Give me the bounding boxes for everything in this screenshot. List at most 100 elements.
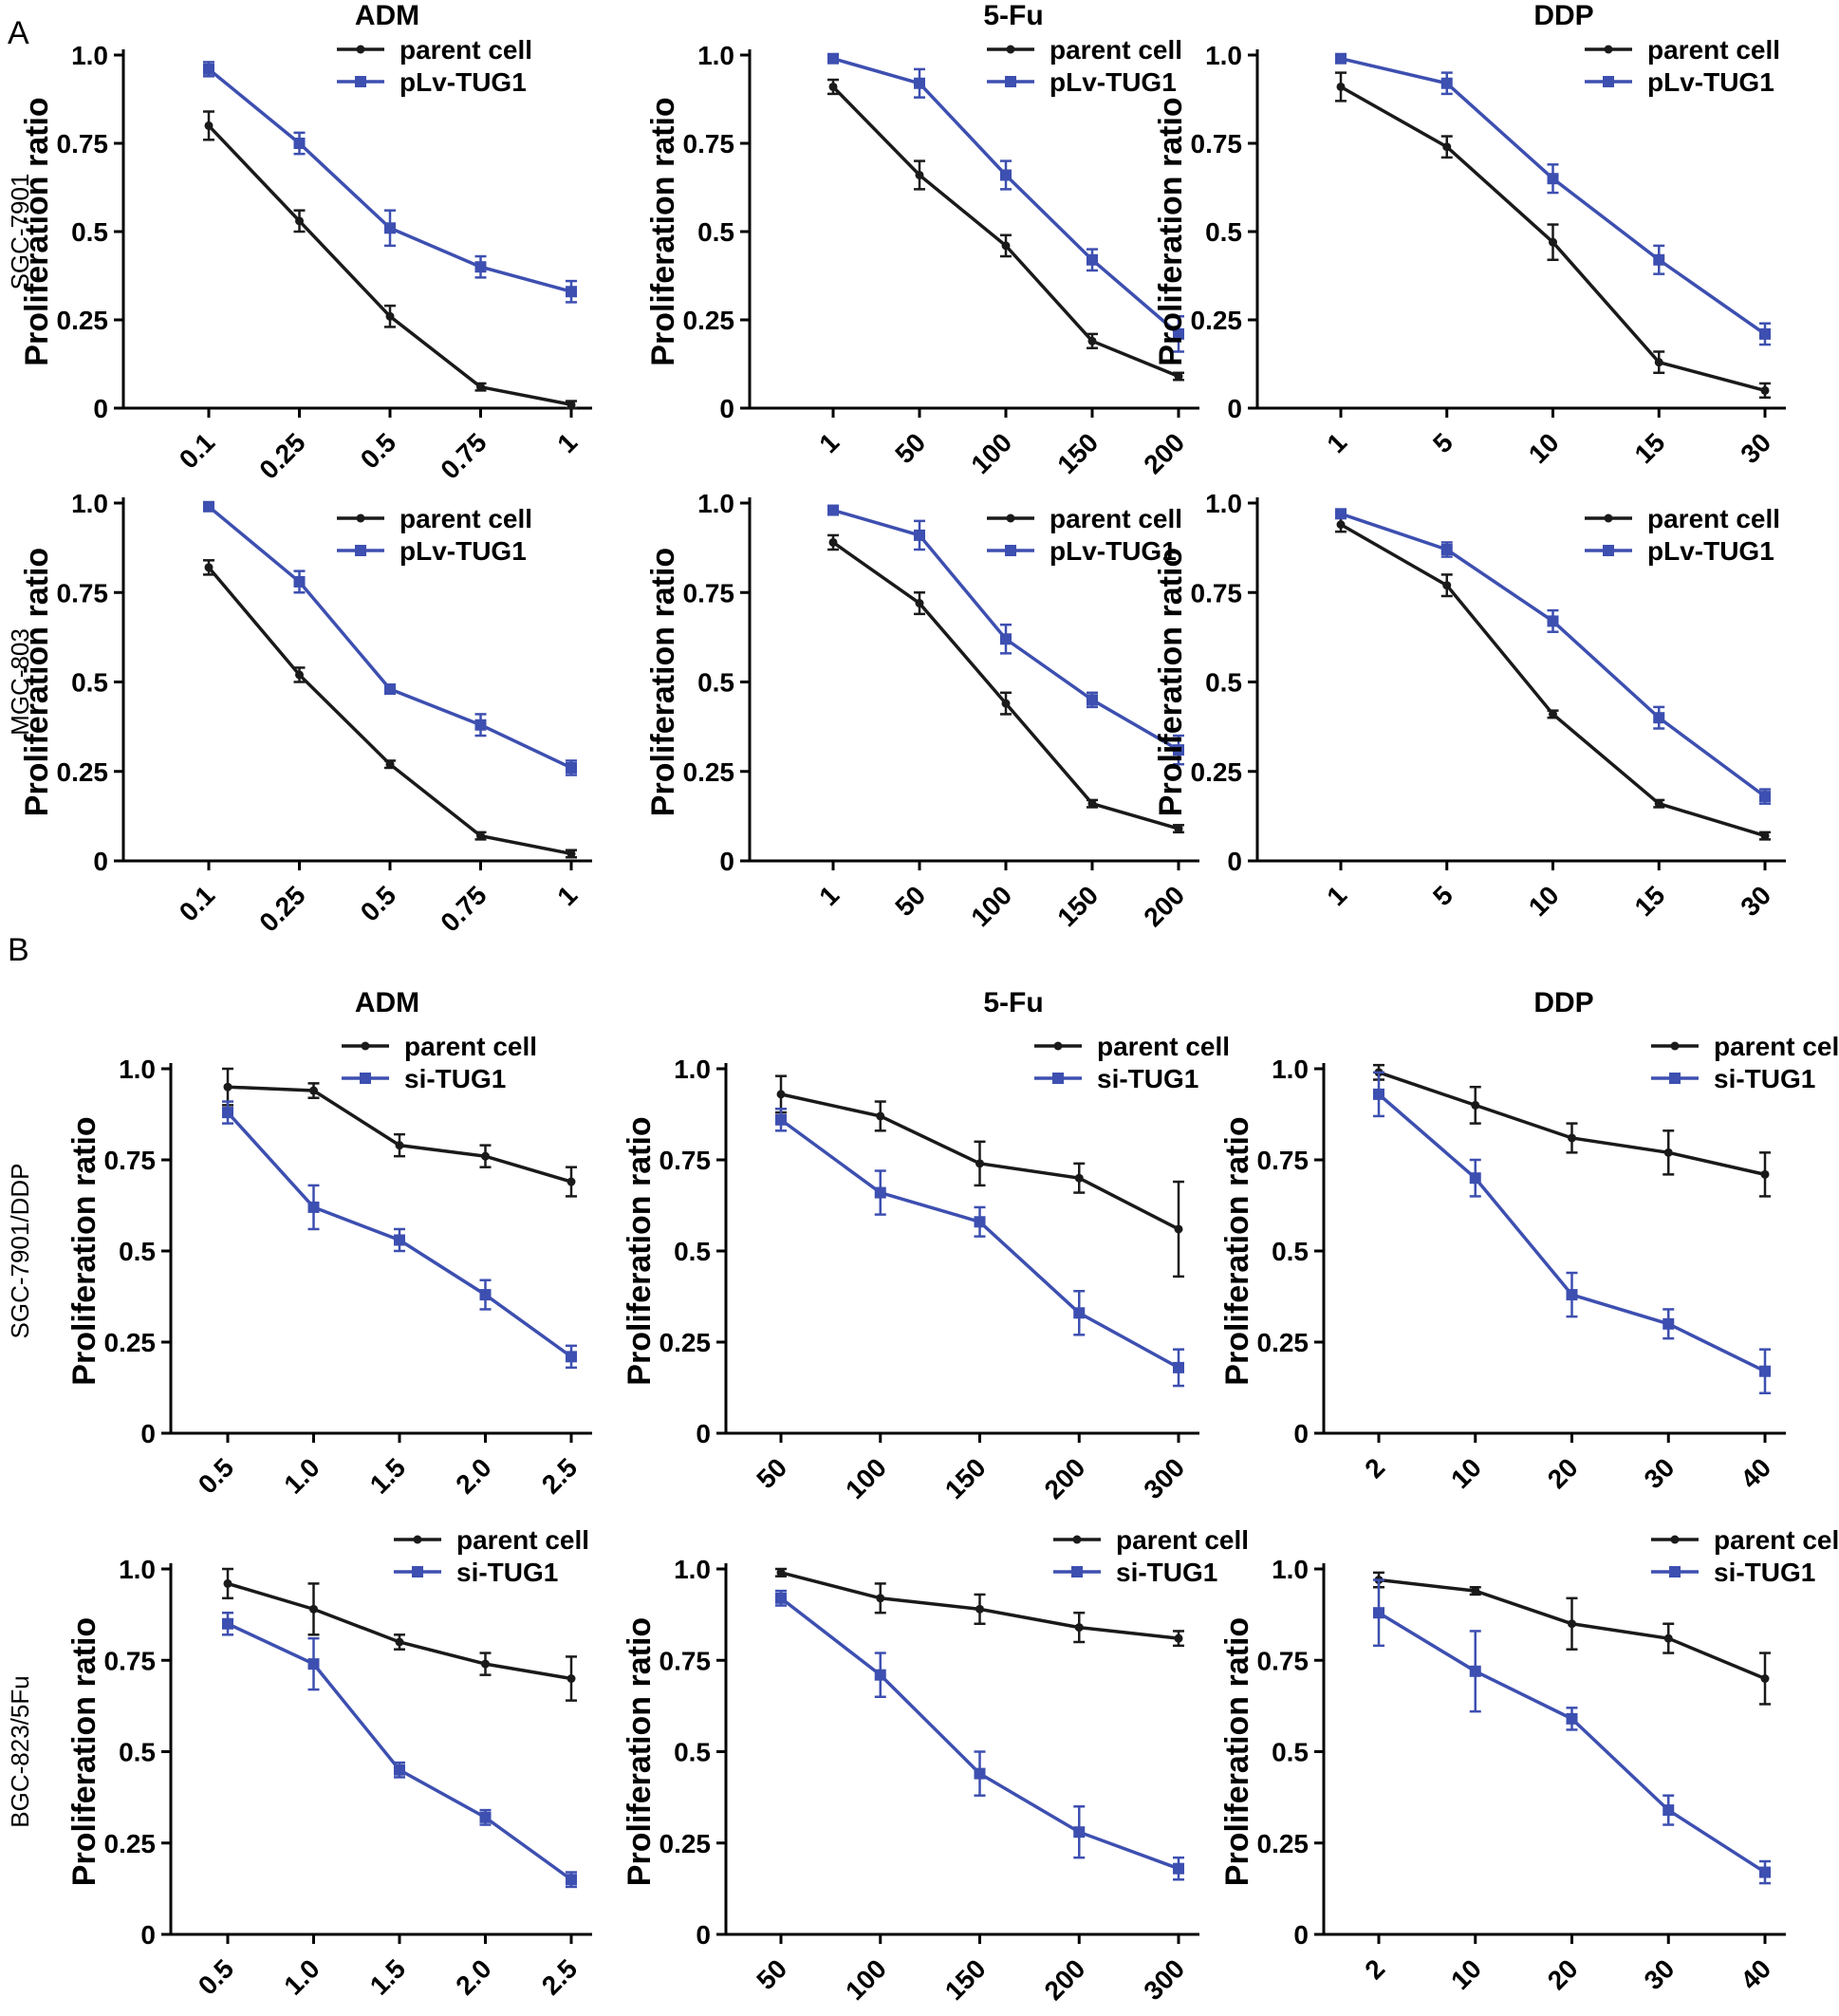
chart-8: 0 0.25 0.5 0.75 1.0 50 100 150 200 300 Proliferati…: [622, 987, 1230, 1504]
data-point-parent: [1654, 358, 1663, 367]
y-tick-label: 0: [140, 1920, 156, 1950]
data-point-parent: [204, 121, 214, 130]
data-point-treated: [1000, 633, 1012, 645]
y-tick-label: 1.0: [697, 489, 734, 518]
chart-title: 5-Fu: [983, 0, 1043, 31]
x-tick-label: 1: [813, 880, 845, 911]
y-tick-label: 0.5: [71, 668, 108, 698]
data-point-treated: [1335, 52, 1347, 65]
series-line-treated: [207, 67, 572, 293]
x-tick-label: 15: [1629, 427, 1671, 469]
data-point-parent: [1760, 385, 1770, 395]
chart-title: ADM: [355, 0, 419, 31]
data-point-parent: [1087, 799, 1097, 809]
chart-12: 0 0.25 0.5 0.75 1.0 2 10 20 30 40 Proliferation ra…: [1219, 1525, 1839, 1995]
y-tick-label: 1.0: [674, 1555, 711, 1584]
data-point-parent: [223, 1578, 232, 1588]
data-point-parent: [1654, 799, 1663, 809]
y-tick-label: 1.0: [1272, 1055, 1309, 1084]
data-point-parent: [1442, 581, 1452, 590]
data-point-parent: [1336, 82, 1346, 91]
data-point-parent: [1760, 831, 1770, 841]
x-tick-label: 15: [1629, 880, 1671, 922]
data-point-parent: [915, 599, 924, 608]
data-point-parent: [395, 1637, 404, 1647]
y-axis-label: Proliferation ratio: [622, 1617, 658, 1886]
row-label: SGC-7901/DDP: [6, 1164, 34, 1339]
data-point-parent: [309, 1604, 318, 1614]
data-point-treated: [1469, 1665, 1481, 1677]
y-tick-label: 0.25: [683, 306, 735, 335]
data-point-parent: [567, 849, 576, 858]
x-tick-label: 150: [1051, 880, 1104, 932]
data-point-treated: [307, 1201, 320, 1213]
data-point-treated: [1440, 544, 1453, 556]
data-point-parent: [567, 1177, 576, 1186]
data-point-treated: [293, 138, 306, 149]
x-tick-label: 1.5: [364, 1953, 411, 2000]
data-point-parent: [1442, 142, 1452, 152]
data-point-parent: [309, 1086, 318, 1095]
data-point-treated: [566, 1874, 577, 1886]
panel-label-b: B: [8, 932, 29, 968]
y-tick-label: 0: [1227, 847, 1242, 876]
data-point-treated: [222, 1107, 233, 1119]
y-tick-label: 0.5: [1272, 1738, 1309, 1767]
data-point-treated: [1000, 169, 1012, 181]
data-point-parent: [828, 537, 838, 547]
data-point-parent: [295, 216, 304, 226]
data-point-parent: [1001, 699, 1011, 708]
data-point-treated: [394, 1234, 405, 1246]
x-tick-label: 50: [751, 1452, 792, 1494]
y-axis-label: Proliferation ratio: [622, 1116, 658, 1385]
data-point-parent: [876, 1111, 885, 1121]
series-line-treated: [832, 57, 1180, 336]
legend-label: si-TUG1: [404, 1064, 506, 1093]
data-point-treated: [474, 719, 487, 731]
data-point-parent: [1087, 336, 1097, 345]
data-point-parent: [1760, 1169, 1770, 1179]
x-tick-label: 20: [1542, 1953, 1584, 1995]
chart-title: DDP: [1533, 987, 1593, 1018]
x-tick-label: 40: [1735, 1452, 1776, 1494]
y-tick-label: 0: [696, 1419, 711, 1448]
y-tick-label: 0.75: [683, 578, 735, 607]
y-tick-label: 0.75: [57, 578, 109, 607]
x-tick-label: 150: [939, 1452, 992, 1504]
y-tick-label: 0: [93, 847, 108, 876]
data-point-treated: [1759, 1365, 1771, 1377]
data-point-treated: [1373, 1607, 1384, 1619]
legend-label: parent cell: [1097, 1032, 1230, 1061]
x-tick-label: 100: [965, 880, 1017, 932]
data-point-parent: [876, 1594, 885, 1603]
data-point-treated: [384, 683, 396, 696]
data-point-treated: [1335, 508, 1347, 520]
data-point-parent: [776, 1090, 786, 1099]
y-tick-label: 0.5: [71, 217, 108, 247]
data-point-treated: [566, 286, 577, 298]
legend-marker: [1071, 1566, 1083, 1577]
chart-11: 0 0.25 0.5 0.75 1.0 50 100 150 200 300 Proliferati…: [622, 1525, 1249, 2006]
data-point-treated: [1173, 1361, 1184, 1373]
data-point-treated: [1663, 1317, 1675, 1330]
legend-label: si-TUG1: [1714, 1064, 1815, 1093]
x-tick-label: 10: [1523, 880, 1565, 922]
x-tick-label: 0.1: [174, 880, 220, 926]
chart-1: 0 0.25 0.5 0.75 1.0 0.1 0.25 0.5 0.75 1 Proliferat…: [6, 0, 592, 485]
chart-10: 0 0.25 0.5 0.75 1.0 0.5 1.0 1.5 2.0 2.5 Proliferat…: [6, 1525, 592, 2001]
data-point-parent: [828, 82, 838, 91]
y-tick-label: 0.75: [659, 1146, 712, 1175]
y-tick-label: 0.25: [104, 1328, 157, 1357]
x-tick-label: 0.75: [435, 880, 492, 937]
legend-label: si-TUG1: [1097, 1064, 1198, 1093]
y-tick-label: 0.5: [697, 217, 734, 247]
legend-marker: [1005, 545, 1016, 556]
data-point-parent: [1471, 1100, 1480, 1110]
x-tick-label: 200: [1138, 880, 1190, 932]
data-point-parent: [476, 831, 485, 841]
legend-marker: [412, 1566, 423, 1577]
data-point-treated: [1373, 1088, 1384, 1100]
data-point-treated: [1073, 1307, 1086, 1319]
